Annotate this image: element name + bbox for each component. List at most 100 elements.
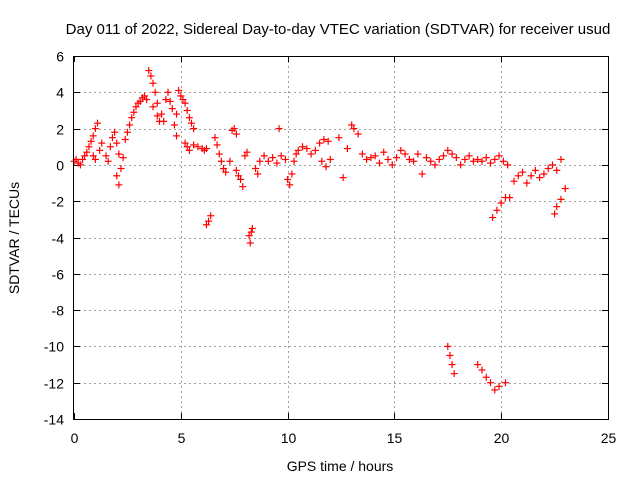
x-tick-label: 0: [71, 430, 79, 446]
data-point: [358, 150, 366, 158]
data-point: [489, 214, 497, 222]
grid-lines: [74, 56, 608, 419]
data-point: [246, 239, 254, 247]
data-point: [561, 184, 569, 192]
data-point: [504, 161, 512, 169]
data-point: [527, 172, 535, 180]
data-point: [501, 379, 509, 387]
data-point: [474, 155, 482, 163]
data-point: [220, 165, 228, 173]
data-point: [375, 159, 383, 167]
y-tick-labels: -14 -12 -10 -8 -6 -4 -2 0 2 4 6: [44, 49, 64, 428]
data-point: [217, 157, 225, 165]
data-point: [179, 96, 187, 104]
y-tick-label: -4: [52, 231, 65, 247]
data-point: [190, 141, 198, 149]
data-point: [487, 379, 495, 387]
y-tick-label: -14: [44, 412, 64, 428]
data-point: [239, 183, 247, 191]
chart-title: Day 011 of 2022, Sidereal Day-to-day VTE…: [66, 21, 611, 38]
data-point: [117, 165, 125, 173]
data-point: [397, 146, 405, 154]
data-point: [495, 382, 503, 390]
data-point: [427, 157, 435, 165]
data-point: [491, 386, 499, 394]
data-point: [194, 143, 202, 151]
data-point: [230, 125, 238, 133]
data-point: [243, 148, 251, 156]
data-point: [121, 135, 129, 143]
y-tick-label: -8: [52, 303, 65, 319]
data-point: [183, 106, 191, 114]
y-tick-label: 6: [56, 49, 64, 65]
data-point: [241, 152, 249, 160]
data-point: [371, 152, 379, 160]
data-point: [123, 128, 131, 136]
data-points: [70, 67, 569, 394]
data-point: [531, 166, 539, 174]
data-point: [288, 170, 296, 178]
data-point: [348, 121, 356, 129]
data-point: [393, 154, 401, 162]
data-point: [260, 152, 268, 160]
data-point: [202, 145, 210, 153]
y-tick-label: -10: [44, 339, 64, 355]
data-point: [495, 152, 503, 160]
data-point: [557, 195, 565, 203]
data-point: [181, 99, 189, 107]
data-point: [119, 154, 127, 162]
data-point: [303, 145, 311, 153]
data-point: [256, 157, 264, 165]
data-point: [440, 152, 448, 160]
data-point: [557, 155, 565, 163]
data-point: [290, 157, 298, 165]
x-axis-label: GPS time / hours: [287, 458, 394, 474]
data-point: [497, 199, 505, 207]
data-point: [185, 114, 193, 122]
data-point: [215, 150, 223, 158]
data-point: [187, 119, 195, 127]
data-point: [202, 221, 210, 229]
data-point: [89, 152, 97, 160]
data-point: [465, 152, 473, 160]
data-point: [211, 134, 219, 142]
data-point: [275, 125, 283, 133]
data-point: [140, 92, 148, 100]
data-point: [98, 139, 106, 147]
data-point: [286, 181, 294, 189]
data-point: [91, 155, 99, 163]
data-point: [245, 232, 253, 240]
data-point: [461, 155, 469, 163]
data-point: [482, 373, 490, 381]
data-point: [145, 67, 153, 75]
data-point: [111, 128, 119, 136]
data-point: [173, 110, 181, 118]
data-point: [232, 130, 240, 138]
y-tick-label: 4: [56, 85, 64, 101]
data-point: [170, 121, 178, 129]
x-tick-label: 25: [601, 430, 617, 446]
data-point: [450, 370, 458, 378]
data-point: [113, 139, 121, 147]
data-point: [478, 157, 486, 165]
data-point: [76, 161, 84, 169]
data-point: [367, 154, 375, 162]
data-point: [448, 361, 456, 369]
data-point: [248, 224, 256, 232]
data-point: [91, 125, 99, 133]
data-point: [410, 157, 418, 165]
data-point: [469, 157, 477, 165]
data-point: [151, 88, 159, 96]
data-point: [108, 134, 116, 142]
data-point: [307, 150, 315, 158]
data-point: [324, 137, 332, 145]
data-point: [294, 146, 302, 154]
axis-ticks: [74, 56, 609, 420]
data-point: [181, 139, 189, 147]
x-tick-label: 10: [281, 430, 297, 446]
data-point: [277, 152, 285, 160]
data-point: [506, 194, 514, 202]
data-point: [190, 125, 198, 133]
data-point: [160, 117, 168, 125]
